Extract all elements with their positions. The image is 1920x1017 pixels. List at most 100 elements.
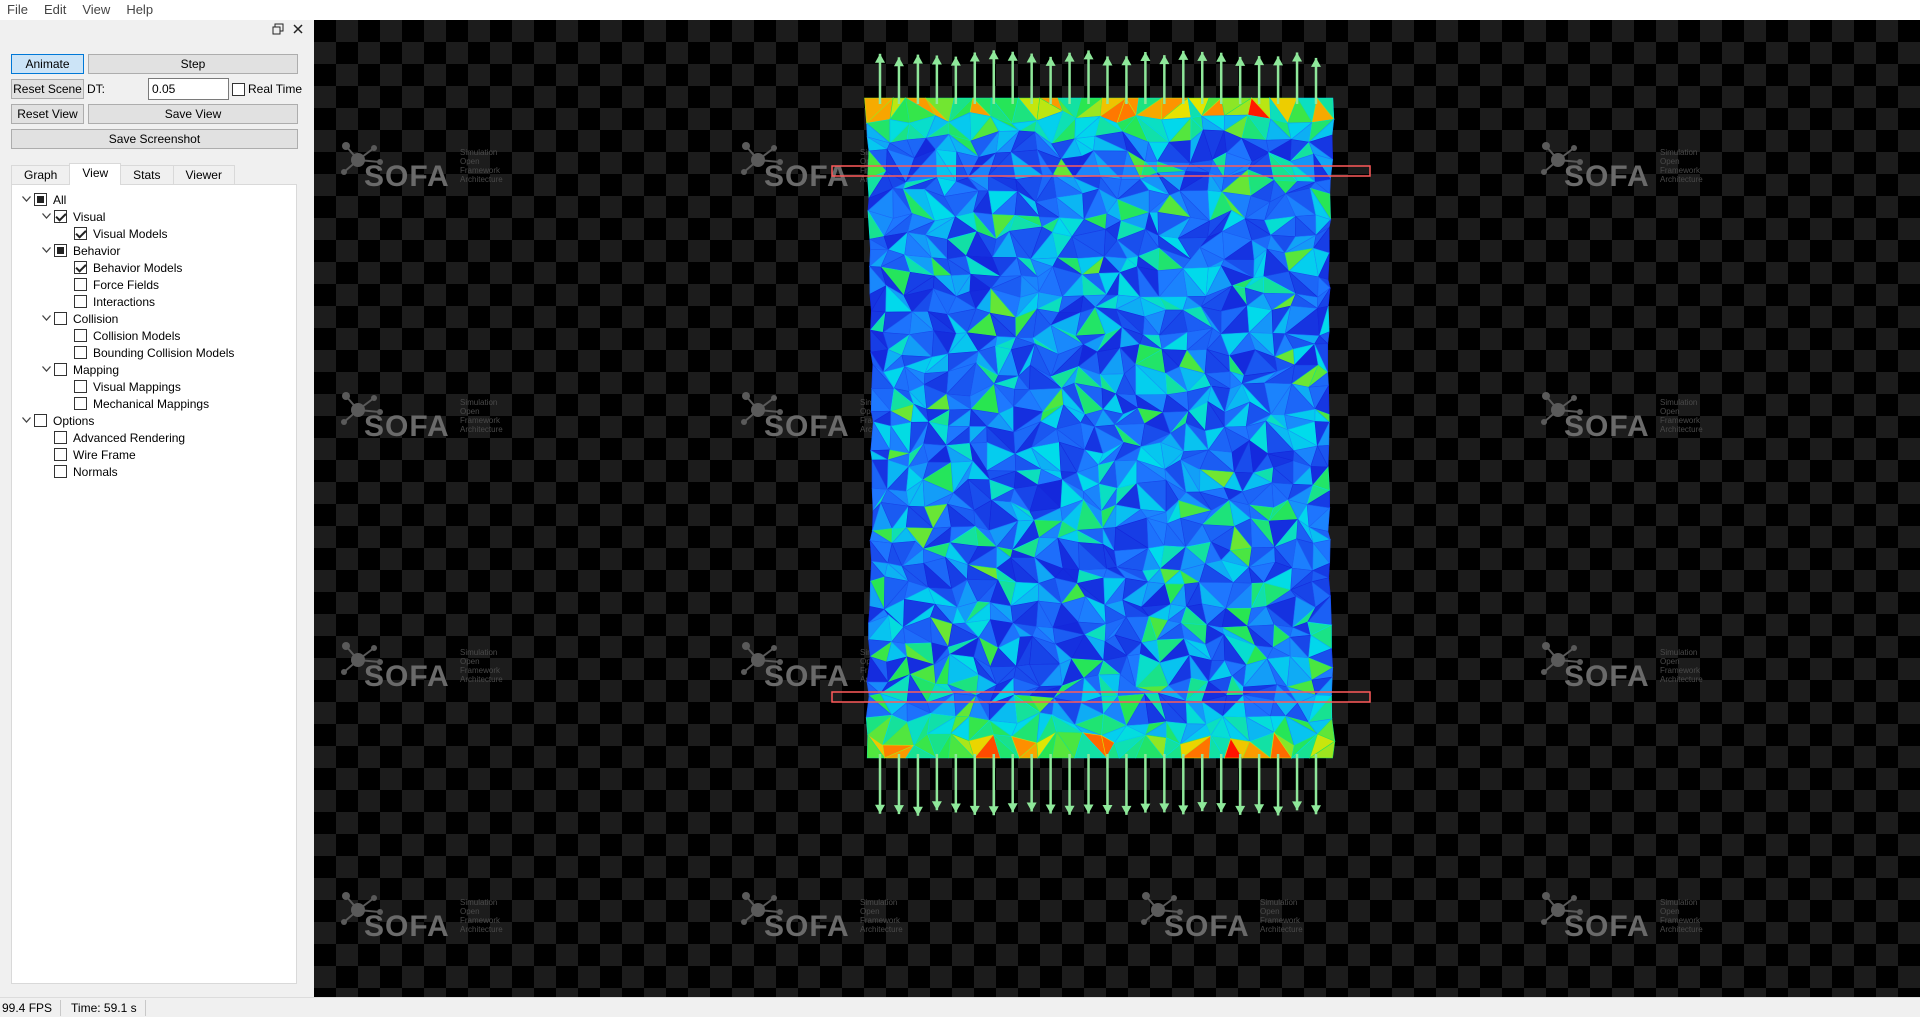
force-arrow — [1007, 51, 1018, 104]
tree-checkbox[interactable] — [54, 363, 67, 376]
tree-item-normals[interactable]: Normals — [38, 463, 118, 480]
tree-item-collision-models[interactable]: Collision Models — [58, 327, 180, 344]
float-icon[interactable] — [271, 23, 285, 37]
animate-button[interactable]: Animate — [11, 54, 84, 74]
tree-checkbox[interactable] — [54, 448, 67, 461]
chevron-down-icon[interactable] — [18, 415, 34, 426]
sofa-logo-icon — [341, 142, 383, 175]
force-arrow — [1007, 754, 1018, 813]
tree-item-wire-frame[interactable]: Wire Frame — [38, 446, 136, 463]
tree-item-label: Interactions — [93, 294, 156, 309]
tree-item-all[interactable]: All — [18, 191, 66, 208]
chevron-down-icon[interactable] — [38, 313, 54, 324]
force-arrow — [1292, 754, 1303, 811]
close-icon[interactable] — [291, 23, 305, 37]
sofa-logo-icon — [1141, 892, 1183, 925]
force-arrow — [1197, 51, 1208, 104]
force-arrow — [1026, 53, 1037, 104]
watermark-subtitle-line: Framework — [1260, 916, 1301, 925]
tree-item-visual-mappings[interactable]: Visual Mappings — [58, 378, 181, 395]
tab-view[interactable]: View — [69, 163, 122, 185]
watermark-subtitle-line: Architecture — [860, 925, 903, 934]
tab-viewer[interactable]: Viewer — [172, 165, 235, 185]
chevron-down-icon[interactable] — [18, 194, 34, 205]
force-arrow — [1178, 50, 1189, 104]
tree-checkbox[interactable] — [74, 261, 87, 274]
watermark-subtitle-line: Open — [1660, 657, 1680, 666]
tree-checkbox[interactable] — [74, 295, 87, 308]
menu-edit[interactable]: Edit — [43, 2, 67, 17]
watermark-subtitle-line: Architecture — [460, 175, 503, 184]
force-arrow — [875, 53, 885, 104]
watermark-subtitle-line: Architecture — [1660, 425, 1703, 434]
tree-item-visual-models[interactable]: Visual Models — [58, 225, 167, 242]
watermark-text: SOFA — [764, 910, 850, 943]
reset-view-button[interactable]: Reset View — [11, 104, 84, 124]
sofa-logo-icon — [1541, 642, 1583, 675]
tree-item-bounding-collision-models[interactable]: Bounding Collision Models — [58, 344, 234, 361]
dt-input[interactable]: 0.05 — [148, 78, 229, 100]
force-arrow — [893, 754, 904, 815]
tree-item-label: All — [53, 192, 67, 207]
tree-checkbox[interactable] — [54, 210, 67, 223]
step-button[interactable]: Step — [88, 54, 298, 74]
tree-checkbox[interactable] — [54, 431, 67, 444]
tree-checkbox[interactable] — [54, 312, 67, 325]
tree-checkbox[interactable] — [74, 227, 87, 240]
tree-item-mechanical-mappings[interactable]: Mechanical Mappings — [58, 395, 209, 412]
tree-checkbox[interactable] — [74, 329, 87, 342]
tree-checkbox[interactable] — [34, 414, 47, 427]
watermark-text: SOFA — [364, 410, 450, 443]
tree-checkbox[interactable] — [74, 278, 87, 291]
force-arrow — [1254, 754, 1265, 814]
save-view-button[interactable]: Save View — [88, 104, 298, 124]
watermark-subtitle-line: Framework — [1660, 916, 1701, 925]
force-arrow — [1083, 754, 1094, 814]
menu-view[interactable]: View — [82, 2, 111, 17]
force-arrow — [1026, 754, 1037, 812]
menu-help[interactable]: Help — [126, 2, 154, 17]
chevron-down-icon[interactable] — [38, 245, 54, 256]
tree-item-behavior-models[interactable]: Behavior Models — [58, 259, 182, 276]
chevron-down-icon[interactable] — [38, 364, 54, 375]
tree-item-label: Advanced Rendering — [73, 430, 186, 445]
tree-checkbox[interactable] — [34, 193, 47, 206]
force-arrow — [969, 754, 980, 815]
force-arrow — [950, 56, 961, 104]
force-arrow — [1273, 754, 1284, 816]
fixed-constraint-box — [831, 165, 1371, 177]
tree-checkbox[interactable] — [54, 244, 67, 257]
tree-item-options[interactable]: Options — [18, 412, 94, 429]
real-time-checkbox[interactable] — [232, 83, 245, 96]
tree-item-collision[interactable]: Collision — [38, 310, 118, 327]
force-arrow — [1178, 754, 1189, 815]
tree-checkbox[interactable] — [74, 346, 87, 359]
tree-checkbox[interactable] — [74, 397, 87, 410]
tree-item-advanced-rendering[interactable]: Advanced Rendering — [38, 429, 185, 446]
reset-scene-button[interactable]: Reset Scene — [11, 79, 84, 99]
force-arrow — [1102, 56, 1113, 104]
tab-graph[interactable]: Graph — [11, 165, 71, 185]
tree-checkbox[interactable] — [54, 465, 67, 478]
watermark-subtitle-line: Open — [860, 407, 880, 416]
watermark-text: SOFA — [1564, 910, 1650, 943]
tree-item-force-fields[interactable]: Force Fields — [58, 276, 159, 293]
tree-item-label: Normals — [73, 464, 118, 479]
tree-checkbox[interactable] — [74, 380, 87, 393]
menu-file[interactable]: File — [7, 2, 28, 17]
tree-item-mapping[interactable]: Mapping — [38, 361, 119, 378]
3d-viewport[interactable]: SOFA Simulation Open Framework Architecture S… — [314, 20, 1920, 997]
tree-item-visual[interactable]: Visual — [38, 208, 105, 225]
save-screenshot-button[interactable]: Save Screenshot — [11, 129, 298, 149]
tree-item-behavior[interactable]: Behavior — [38, 242, 120, 259]
mesh-element — [992, 733, 1021, 759]
chevron-down-icon[interactable] — [38, 211, 54, 222]
tab-stats[interactable]: Stats — [120, 165, 174, 185]
mesh-element — [1242, 741, 1272, 759]
tree-item-interactions[interactable]: Interactions — [58, 293, 155, 310]
